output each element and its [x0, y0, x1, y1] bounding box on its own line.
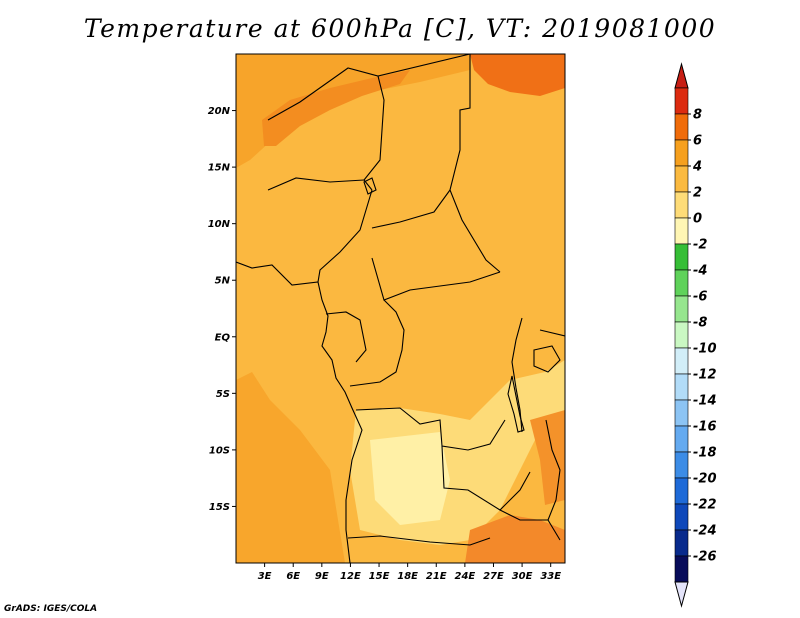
colorbar-swatch: [674, 295, 689, 323]
lat-tick-label: 15S: [209, 502, 230, 513]
lat-tick-label: 10S: [209, 445, 230, 456]
colorbar-swatch: [674, 451, 689, 479]
field-northeast-hot: [470, 54, 565, 96]
country-borders: [236, 54, 565, 563]
colorbar-top-arrow: [674, 62, 689, 89]
border-east-lakes: [511, 317, 523, 433]
colorbar-swatch: [674, 87, 689, 115]
border-zimbabwe: [499, 509, 561, 541]
lat-tick-label: 5S: [216, 389, 230, 400]
footer-credit: GrADS: IGES/COLA: [4, 604, 98, 614]
colorbar-swatch: [674, 321, 689, 349]
lon-tick-label: 18E: [397, 571, 418, 582]
colorbar-swatch: [674, 139, 689, 167]
coastline-west: [236, 261, 363, 563]
colorbar-swatch: [674, 217, 689, 245]
lat-tick-label: 15N: [208, 163, 231, 174]
colorbar-label: -4: [693, 264, 707, 279]
colorbar-swatch: [674, 243, 689, 271]
colorbar-swatch: [674, 113, 689, 141]
field-sahara-hot: [262, 70, 410, 146]
colorbar-label: -24: [693, 524, 717, 539]
colorbar-label: -18: [693, 446, 717, 461]
lat-tick-label: 20N: [208, 106, 231, 117]
colorbar-label: -10: [693, 342, 717, 357]
colorbar-label: 6: [693, 134, 702, 149]
border-gabon: [325, 311, 367, 363]
colorbar-swatch: [674, 477, 689, 505]
border-mozambique: [545, 419, 561, 521]
lake-chad: [363, 177, 377, 195]
colorbar-label: -20: [693, 472, 717, 487]
field-southern-coolest: [370, 432, 450, 525]
colorbar-swatch: [674, 191, 689, 219]
border-angola-zambia: [441, 445, 531, 511]
lon-tick-label: 3E: [258, 571, 272, 582]
border-nigeria-cameroon: [317, 189, 373, 283]
lon-tick-label: 27E: [483, 571, 504, 582]
lon-tick-label: 21E: [426, 571, 447, 582]
lon-tick-label: 24E: [454, 571, 475, 582]
lake-tanganyika: [507, 375, 525, 433]
colorbar-label: -26: [693, 550, 717, 565]
colorbar-label: -12: [693, 368, 717, 383]
lat-tick-label: 5N: [215, 276, 231, 287]
colorbar-label: -14: [693, 394, 717, 409]
border-uganda-kenya: [539, 329, 565, 337]
border-angola-namibia: [347, 535, 491, 546]
colorbar-label: -8: [693, 316, 707, 331]
colorbar-label: -22: [693, 498, 717, 513]
lon-tick-label: 15E: [369, 571, 390, 582]
lon-tick-label: 12E: [340, 571, 361, 582]
border-car-south: [371, 257, 501, 301]
lon-tick-label: 33E: [540, 571, 561, 582]
latitude-axis: 20N 15N 10N 5N EQ 5S 10S 15S: [208, 106, 236, 513]
colorbar-swatch: [674, 399, 689, 427]
map-title: Temperature at 600hPa [C], VT: 201908100…: [83, 14, 717, 43]
lon-tick-label: 6E: [286, 571, 300, 582]
colorbar-label: -6: [693, 290, 707, 305]
colorbar-swatch: [674, 269, 689, 297]
border-niger-nigeria: [267, 177, 365, 191]
colorbar-swatch: [674, 347, 689, 375]
field-southeast-hot: [465, 515, 565, 563]
border-sudan-west: [449, 54, 501, 273]
map-frame: [235, 53, 566, 564]
colorbar-swatch: [674, 425, 689, 453]
colorbar-label: -16: [693, 420, 717, 435]
colorbar-label: -2: [693, 238, 707, 253]
colorbar-label: 4: [692, 160, 702, 175]
lat-tick-label: EQ: [215, 332, 231, 343]
colorbar-label: 2: [693, 186, 702, 201]
border-chad-car: [371, 189, 451, 229]
longitude-axis: 3E 6E 9E 12E 15E 18E 21E 24E 27E 30E 33E: [258, 563, 561, 582]
field-southwest-warm: [236, 372, 345, 563]
border-niger-chad: [363, 75, 385, 191]
colorbar-label: 0: [693, 212, 702, 227]
colorbar-swatch: [674, 555, 689, 583]
field-southeast-warm: [530, 410, 565, 505]
field-sahara-warm: [236, 54, 470, 168]
lon-tick-label: 30E: [512, 571, 533, 582]
colorbar-label: 8: [693, 108, 702, 123]
colorbar-bottom-arrow: [674, 581, 689, 608]
colorbar: 8 6 4 2 0 -2 -4 -6 -8 -10 -12 -14 -16 -18 -20 -22 -24 -26: [674, 62, 717, 608]
border-drc-angola: [355, 407, 506, 451]
colorbar-swatch: [674, 503, 689, 531]
lon-tick-label: 9E: [315, 571, 329, 582]
border-congo-drc: [349, 299, 405, 387]
lake-victoria: [533, 345, 561, 373]
colorbar-swatch: [674, 373, 689, 401]
lat-tick-label: 10N: [208, 219, 231, 230]
colorbar-swatch: [674, 529, 689, 557]
border-algeria-niger: [267, 54, 471, 121]
temperature-field: [236, 54, 565, 563]
colorbar-swatch: [674, 165, 689, 193]
